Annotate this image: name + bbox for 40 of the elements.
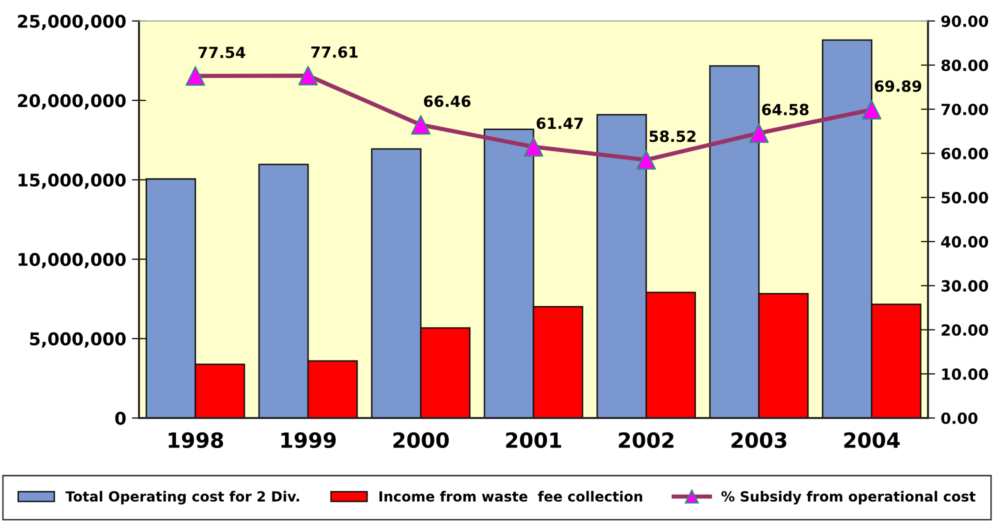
x-tick-label: 2001 [506, 432, 562, 448]
data-label: 77.54 [198, 46, 246, 58]
y2-tick-label: 80.00 [941, 60, 988, 72]
x-tick-label: 2004 [844, 432, 900, 448]
y2-tick-label: 50.00 [942, 192, 988, 204]
point [862, 100, 882, 120]
y-tick-label: 20,000,000 [18, 94, 126, 110]
legend-label: Total Operating cost for 2 Div. [66, 490, 300, 504]
y2-tick-label: 30.00 [942, 280, 988, 292]
point [298, 66, 318, 86]
y-tick-label: 25,000,000 [18, 14, 126, 30]
point [524, 137, 544, 157]
point [749, 123, 769, 143]
point [411, 115, 431, 135]
x-tick-label: 2000 [393, 432, 449, 448]
x-tick-label: 2002 [618, 432, 674, 448]
y-tick-label: 0 [115, 412, 126, 425]
data-label: 64.58 [762, 104, 809, 116]
data-label: 58.52 [650, 130, 696, 142]
point [636, 150, 656, 170]
data-label: 77.61 [311, 46, 358, 58]
y2-tick-label: 70.00 [942, 104, 988, 116]
y2-tick-label: 90.00 [941, 15, 988, 28]
legend-label: % Subsidy from operational cost [721, 490, 976, 504]
point [186, 66, 206, 86]
y2-tick-label: 20.00 [942, 324, 988, 336]
data-label: 69.89 [874, 80, 922, 92]
x-tick-label: 1999 [281, 432, 336, 448]
y-tick-label: 10,000,000 [18, 252, 126, 268]
y-tick-label: 5,000,000 [30, 332, 126, 348]
y2-tick-label: 0.00 [941, 412, 978, 424]
x-tick-label: 2003 [732, 432, 786, 448]
y2-tick-label: 40.00 [941, 236, 988, 248]
data-label: 66.46 [424, 96, 471, 108]
y2-tick-label: 10.00 [942, 368, 988, 380]
data-label: 61.47 [536, 118, 583, 130]
x-tick-label: 1998 [168, 432, 224, 448]
y2-tick-label: 60.00 [941, 148, 988, 160]
legend-label: Income from waste fee collection [380, 490, 642, 502]
y-tick-label: 15,000,000 [18, 174, 126, 189]
